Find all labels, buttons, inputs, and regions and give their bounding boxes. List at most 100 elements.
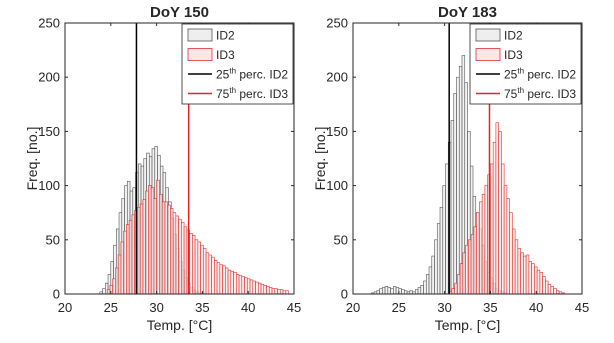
bar-id3 — [509, 212, 513, 295]
bar-id3 — [550, 286, 554, 295]
bar-id3 — [123, 230, 127, 295]
bar-id3 — [115, 267, 119, 295]
legend: ID2 ID3 25th perc. ID2 75th perc. ID3 — [469, 23, 582, 105]
legend-swatch-id3 — [187, 48, 213, 61]
bar-id3 — [137, 206, 141, 295]
bar-id3 — [208, 254, 212, 295]
x-tick-label: 45 — [287, 300, 301, 315]
bar-id3 — [490, 163, 494, 295]
bar-id2 — [436, 223, 441, 295]
bar-id3 — [468, 239, 472, 295]
bar-id3 — [255, 281, 259, 295]
bar-id3 — [277, 289, 281, 295]
y-tick-label: 100 — [326, 178, 348, 193]
bar-id3 — [181, 222, 185, 295]
bar-id2 — [431, 255, 435, 295]
bar-id3 — [512, 228, 516, 295]
bar-id3 — [470, 234, 475, 295]
bar-id3 — [230, 270, 234, 295]
x-tick-label: 30 — [437, 300, 451, 315]
bar-id2 — [442, 185, 446, 295]
bar-id3 — [523, 255, 527, 295]
bar-id3 — [520, 252, 524, 295]
bar-id3 — [194, 239, 199, 295]
legend-label: 25th perc. ID2 — [504, 67, 576, 82]
legend-label: 25th perc. ID2 — [216, 67, 288, 82]
bar-id2 — [382, 287, 386, 295]
bar-id2 — [453, 93, 457, 295]
bar-id2 — [387, 287, 391, 295]
x-tick-label: 30 — [149, 300, 163, 315]
bar-id3 — [454, 282, 458, 295]
bar-id3 — [531, 263, 535, 295]
x-axis-label: Temp. [°C] — [147, 317, 213, 333]
bar-id3 — [257, 282, 262, 295]
bar-id3 — [128, 219, 133, 295]
y-tick-label: 150 — [326, 124, 348, 139]
bar-id3 — [106, 289, 111, 295]
bar-id3 — [542, 276, 546, 295]
bar-id2 — [423, 280, 427, 295]
x-tick-label: 40 — [241, 300, 255, 315]
bar-id3 — [534, 266, 538, 295]
bar-id3 — [525, 254, 530, 295]
legend-label: ID2 — [216, 29, 235, 43]
bar-id3 — [249, 279, 254, 295]
bar-id3 — [175, 215, 179, 295]
chart-title: DoY 150 — [150, 4, 209, 21]
bar-id3 — [235, 274, 240, 295]
bar-id3 — [271, 288, 276, 295]
bar-id3 — [161, 201, 166, 295]
bar-id3 — [142, 199, 146, 295]
bar-id3 — [150, 187, 155, 295]
y-tick-label: 0 — [341, 287, 348, 302]
y-tick-label: 200 — [38, 70, 60, 85]
bar-id2 — [393, 286, 397, 295]
bar-id3 — [219, 264, 223, 295]
bar-id3 — [263, 285, 267, 295]
bar-id3 — [501, 163, 505, 295]
bar-id2 — [384, 286, 389, 295]
bar-id3 — [479, 201, 483, 295]
bar-id3 — [514, 239, 519, 295]
bar-id3 — [178, 218, 182, 295]
legend-label: ID3 — [216, 48, 235, 62]
bar-id3 — [148, 185, 152, 295]
bar-id2 — [379, 288, 383, 295]
bar-id2 — [428, 266, 433, 295]
bars-layer — [99, 146, 289, 295]
bar-id3 — [156, 179, 160, 295]
bar-id3 — [227, 269, 232, 295]
bar-id3 — [120, 241, 124, 295]
x-tick-label: 25 — [104, 300, 118, 315]
bar-id3 — [197, 241, 201, 295]
bar-id3 — [145, 190, 149, 295]
bar-id3 — [274, 288, 278, 295]
bar-id3 — [457, 274, 461, 295]
bar-id3 — [536, 269, 541, 295]
y-tick-label: 250 — [326, 16, 348, 31]
bar-id3 — [553, 288, 557, 295]
x-tick-label: 20 — [346, 300, 360, 315]
bar-id3 — [159, 193, 163, 295]
legend-label: 75th perc. ID3 — [504, 86, 576, 101]
bar-id2 — [458, 66, 463, 295]
y-tick-label: 100 — [38, 178, 60, 193]
bar-id3 — [183, 226, 188, 295]
panel-doy-183: DoY 183 20 25 30 35 40 45 0 50 100 150 200 250 Temp… — [312, 4, 589, 333]
bar-id3 — [503, 185, 508, 295]
bar-id3 — [203, 248, 207, 295]
bar-id3 — [172, 212, 177, 295]
bar-id3 — [126, 224, 130, 295]
bar-id2 — [417, 287, 422, 295]
bar-id3 — [192, 235, 196, 295]
bar-id3 — [498, 131, 502, 295]
y-tick-label: 150 — [38, 124, 60, 139]
y-tick-label: 250 — [38, 16, 60, 31]
bar-id3 — [189, 232, 193, 295]
bar-id3 — [233, 272, 237, 295]
bar-id3 — [266, 286, 270, 295]
legend-label: 75th perc. ID3 — [216, 86, 288, 101]
bar-id2 — [102, 288, 106, 295]
